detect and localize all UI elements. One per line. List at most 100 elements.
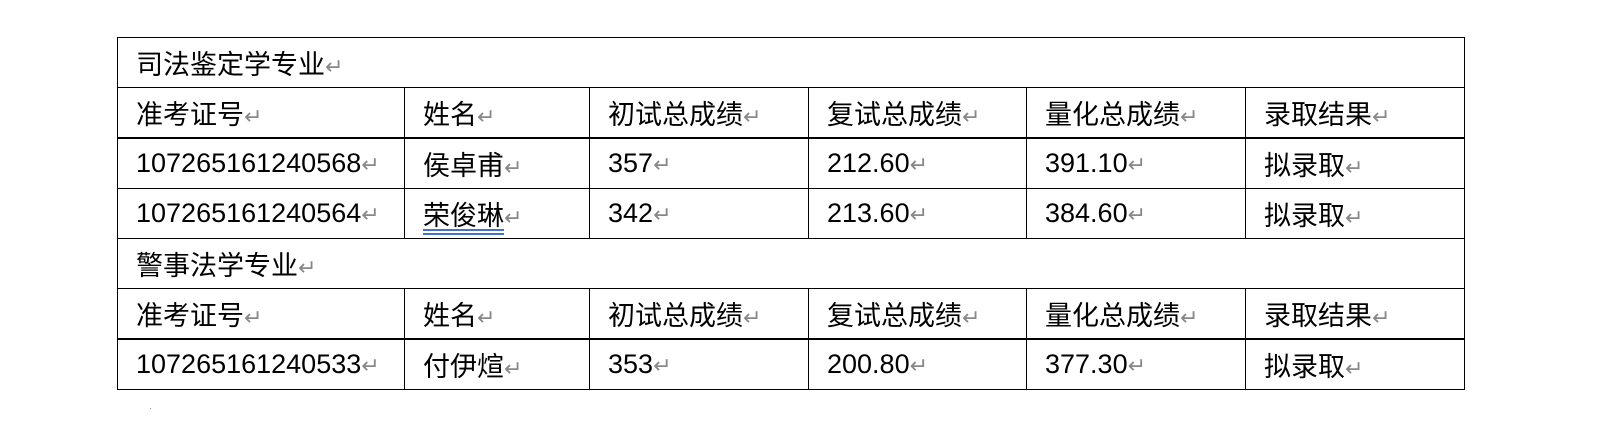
paragraph-mark-icon: ↵ bbox=[909, 152, 929, 177]
table-cell-text: 拟录取 bbox=[1264, 151, 1345, 181]
paragraph-mark-icon: ↵ bbox=[244, 104, 263, 129]
paragraph-mark-icon: ↵ bbox=[1180, 104, 1199, 129]
table-cell-text: 384.60 bbox=[1045, 198, 1128, 228]
table-cell: 拟录取↵ bbox=[1244, 137, 1466, 189]
paragraph-mark-icon: ↵ bbox=[361, 202, 380, 227]
table-cell: 107265161240533↵ bbox=[117, 338, 405, 390]
paragraph-mark-icon: ↵ bbox=[1345, 155, 1364, 180]
table-cell-text: 107265161240533 bbox=[136, 349, 362, 379]
table-cell: 212.60↵ bbox=[808, 137, 1027, 189]
table-row: 107265161240564↵ 荣俊琳↵ 342↵ 213.60↵ 384.60↵ 拟录… bbox=[117, 188, 1466, 239]
table-cell: 357↵ bbox=[589, 137, 809, 189]
table-cell: 384.60↵ bbox=[1026, 188, 1246, 239]
column-header-text: 录取结果 bbox=[1264, 100, 1372, 130]
column-header: 录取结果↵ bbox=[1244, 288, 1466, 340]
paragraph-mark-icon: ↵ bbox=[1345, 205, 1364, 230]
column-header: 录取结果↵ bbox=[1244, 87, 1466, 139]
table-row: 107265161240533↵ 付伊煊↵ 353↵ 200.80↵ 377.30↵ 拟录… bbox=[117, 338, 1466, 390]
paragraph-mark-icon: ↵ bbox=[244, 305, 263, 330]
paragraph-mark-icon: ↵ bbox=[504, 205, 523, 230]
paragraph-mark-icon: ↵ bbox=[325, 54, 344, 79]
table-cell-text: 213.60 bbox=[827, 198, 910, 228]
section-title-text: 警事法学专业 bbox=[136, 251, 298, 281]
section-title-text: 司法鉴定学专业 bbox=[136, 50, 325, 80]
table-cell: 342↵ bbox=[589, 188, 809, 239]
paragraph-mark-icon: ↵ bbox=[962, 104, 981, 129]
table-cell: 付伊煊↵ bbox=[404, 338, 590, 390]
table-cell-text: 212.60 bbox=[827, 148, 910, 178]
table-cell: 侯卓甫↵ bbox=[404, 137, 590, 189]
paragraph-mark-icon: ↵ bbox=[653, 152, 672, 177]
paragraph-mark-icon: ↵ bbox=[653, 353, 672, 378]
stray-dot bbox=[150, 408, 151, 409]
column-header-text: 准考证号 bbox=[136, 301, 244, 331]
paragraph-mark-icon: ↵ bbox=[477, 305, 496, 330]
paragraph-mark-icon: ↵ bbox=[962, 305, 981, 330]
table-cell-text: 353 bbox=[608, 349, 654, 379]
table-cell-text: 拟录取 bbox=[1264, 201, 1345, 231]
table-cell-text: 107265161240564 bbox=[136, 198, 362, 228]
table-cell: 213.60↵ bbox=[808, 188, 1027, 239]
paragraph-mark-icon: ↵ bbox=[361, 152, 380, 177]
table-cell: 391.10↵ bbox=[1026, 137, 1246, 189]
table-cell-text: 107265161240568 bbox=[136, 148, 362, 178]
column-header: 姓名↵ bbox=[404, 288, 590, 340]
paragraph-mark-icon: ↵ bbox=[504, 356, 523, 381]
column-header: 复试总成绩↵ bbox=[808, 288, 1027, 340]
table-row: 107265161240568↵ 侯卓甫↵ 357↵ 212.60↵ 391.10↵ 拟录… bbox=[117, 137, 1466, 189]
paragraph-mark-icon: ↵ bbox=[1127, 152, 1147, 177]
column-header: 初试总成绩↵ bbox=[589, 87, 809, 139]
paragraph-mark-icon: ↵ bbox=[1372, 305, 1391, 330]
table-cell-text: 拟录取 bbox=[1264, 352, 1345, 382]
table-cell-text: 200.80 bbox=[827, 349, 910, 379]
column-header: 初试总成绩↵ bbox=[589, 288, 809, 340]
paragraph-mark-icon: ↵ bbox=[1372, 104, 1391, 129]
section-title: 司法鉴定学专业↵ bbox=[116, 37, 1466, 88]
paragraph-mark-icon: ↵ bbox=[477, 104, 496, 129]
column-header-text: 录取结果 bbox=[1264, 301, 1372, 331]
column-header-text: 初试总成绩 bbox=[608, 301, 743, 331]
column-header: 准考证号↵ bbox=[117, 288, 405, 340]
table-cell-text: 391.10 bbox=[1045, 148, 1128, 178]
column-header-text: 初试总成绩 bbox=[608, 100, 743, 130]
admission-table: 司法鉴定学专业↵ 准考证号↵ 姓名↵ 初试总成绩↵ 复试总成绩↵ 量化总成绩↵ 录取结果↵ 1… bbox=[116, 37, 1466, 390]
table-cell-text: 付伊煊 bbox=[423, 352, 504, 382]
table-cell: 拟录取↵ bbox=[1244, 188, 1466, 239]
column-header-text: 量化总成绩 bbox=[1045, 100, 1180, 130]
section-title-row: 警事法学专业↵ bbox=[116, 238, 1466, 289]
column-header-text: 准考证号 bbox=[136, 100, 244, 130]
paragraph-mark-icon: ↵ bbox=[909, 202, 929, 227]
column-header: 准考证号↵ bbox=[117, 87, 405, 139]
table-cell: 拟录取↵ bbox=[1244, 338, 1466, 390]
paragraph-mark-icon: ↵ bbox=[1127, 353, 1147, 378]
table-cell: 107265161240568↵ bbox=[117, 137, 405, 189]
paragraph-mark-icon: ↵ bbox=[743, 104, 762, 129]
paragraph-mark-icon: ↵ bbox=[1180, 305, 1199, 330]
paragraph-mark-icon: ↵ bbox=[298, 255, 317, 280]
column-header: 量化总成绩↵ bbox=[1026, 288, 1246, 340]
section-title-row: 司法鉴定学专业↵ bbox=[116, 37, 1466, 88]
table-cell-text: 377.30 bbox=[1045, 349, 1128, 379]
table-cell-text: 357 bbox=[608, 148, 654, 178]
paragraph-mark-icon: ↵ bbox=[1127, 202, 1147, 227]
header-row: 准考证号↵ 姓名↵ 初试总成绩↵ 复试总成绩↵ 量化总成绩↵ 录取结果↵ bbox=[117, 87, 1466, 139]
paragraph-mark-icon: ↵ bbox=[1345, 356, 1364, 381]
column-header-text: 姓名 bbox=[423, 301, 477, 331]
column-header-text: 姓名 bbox=[423, 100, 477, 130]
column-header: 姓名↵ bbox=[404, 87, 590, 139]
column-header-text: 复试总成绩 bbox=[827, 100, 962, 130]
column-header: 量化总成绩↵ bbox=[1026, 87, 1246, 139]
table-cell: 107265161240564↵ bbox=[117, 188, 405, 239]
column-header-text: 量化总成绩 bbox=[1045, 301, 1180, 331]
paragraph-mark-icon: ↵ bbox=[653, 202, 672, 227]
paragraph-mark-icon: ↵ bbox=[361, 353, 380, 378]
table-cell: 200.80↵ bbox=[808, 338, 1027, 390]
table-cell: 377.30↵ bbox=[1026, 338, 1246, 390]
section-title: 警事法学专业↵ bbox=[116, 238, 1466, 289]
paragraph-mark-icon: ↵ bbox=[504, 155, 523, 180]
table-cell-text: 342 bbox=[608, 198, 654, 228]
column-header-text: 复试总成绩 bbox=[827, 301, 962, 331]
paragraph-mark-icon: ↵ bbox=[743, 305, 762, 330]
table-cell-text: 侯卓甫 bbox=[423, 151, 504, 181]
paragraph-mark-icon: ↵ bbox=[909, 353, 929, 378]
